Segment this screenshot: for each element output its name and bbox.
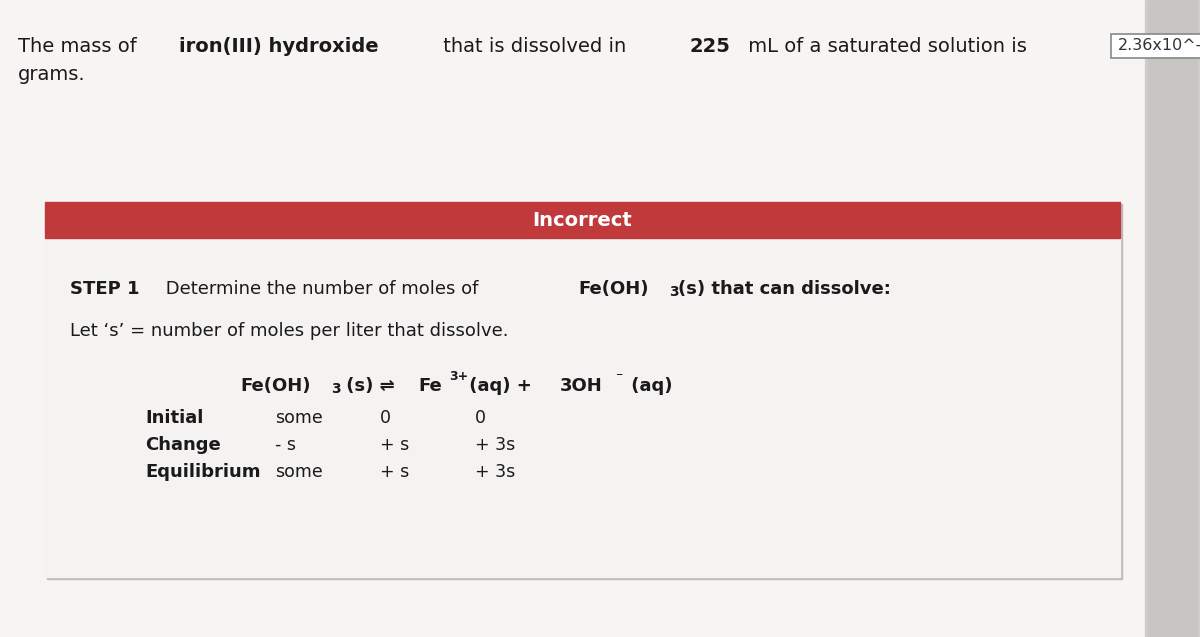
Text: Fe(OH): Fe(OH) bbox=[240, 377, 311, 395]
Text: + 3s: + 3s bbox=[475, 463, 515, 481]
Text: grams.: grams. bbox=[18, 65, 85, 84]
Text: Initial: Initial bbox=[145, 409, 203, 427]
Text: Fe(OH): Fe(OH) bbox=[578, 280, 648, 298]
Text: some: some bbox=[275, 409, 323, 427]
Text: 0: 0 bbox=[475, 409, 486, 427]
Text: (s) that can dissolve:: (s) that can dissolve: bbox=[678, 280, 890, 298]
Text: 3: 3 bbox=[668, 285, 678, 299]
Text: that is dissolved in: that is dissolved in bbox=[437, 37, 632, 56]
Text: Equilibrium: Equilibrium bbox=[145, 463, 260, 481]
Text: Determine the number of moles of: Determine the number of moles of bbox=[160, 280, 484, 298]
Bar bbox=[46, 202, 1120, 577]
Text: iron(III) hydroxide: iron(III) hydroxide bbox=[179, 37, 379, 56]
Text: 0: 0 bbox=[380, 409, 391, 427]
Text: mL of a saturated solution is: mL of a saturated solution is bbox=[742, 37, 1027, 56]
Text: Incorrect: Incorrect bbox=[533, 210, 632, 229]
Bar bbox=[46, 202, 1120, 238]
Text: (s) ⇌: (s) ⇌ bbox=[340, 377, 401, 395]
Text: (aq): (aq) bbox=[625, 377, 673, 395]
Bar bbox=[1145, 0, 1200, 637]
Text: 3: 3 bbox=[331, 382, 341, 396]
Text: some: some bbox=[275, 463, 323, 481]
Text: + 3s: + 3s bbox=[475, 436, 515, 454]
Text: 225: 225 bbox=[689, 37, 730, 56]
Text: The mass of: The mass of bbox=[18, 37, 143, 56]
Text: (aq) +: (aq) + bbox=[463, 377, 539, 395]
Text: 3OH: 3OH bbox=[560, 377, 602, 395]
Bar bbox=[1148, 0, 1198, 637]
Text: + s: + s bbox=[380, 436, 409, 454]
Text: - s: - s bbox=[275, 436, 296, 454]
Text: Let ‘s’ = number of moles per liter that dissolve.: Let ‘s’ = number of moles per liter that… bbox=[70, 322, 509, 340]
Text: 2.36x10^-9: 2.36x10^-9 bbox=[1117, 38, 1200, 54]
FancyBboxPatch shape bbox=[1111, 34, 1200, 58]
Text: ⁻: ⁻ bbox=[616, 370, 623, 384]
Text: Fe: Fe bbox=[419, 377, 443, 395]
Text: 3+: 3+ bbox=[449, 370, 468, 383]
Text: + s: + s bbox=[380, 463, 409, 481]
Bar bbox=[47, 204, 1122, 579]
Text: STEP 1: STEP 1 bbox=[70, 280, 139, 298]
Text: Change: Change bbox=[145, 436, 221, 454]
